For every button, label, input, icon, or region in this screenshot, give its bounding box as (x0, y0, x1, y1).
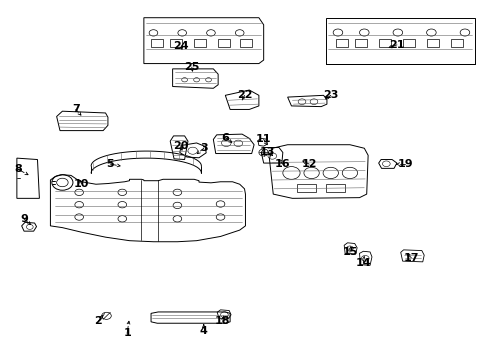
Text: 25: 25 (183, 62, 199, 72)
Text: 22: 22 (236, 90, 252, 100)
Text: 10: 10 (74, 179, 89, 189)
Text: 8: 8 (15, 165, 22, 174)
Text: 9: 9 (20, 214, 28, 224)
Text: 20: 20 (173, 141, 188, 152)
Text: 6: 6 (221, 133, 229, 143)
Text: 12: 12 (301, 159, 316, 169)
Text: 14: 14 (355, 258, 370, 268)
Text: 13: 13 (259, 147, 275, 157)
Text: 5: 5 (106, 159, 114, 169)
Text: 19: 19 (396, 159, 412, 169)
Text: 1: 1 (123, 328, 131, 338)
Text: 17: 17 (403, 253, 418, 262)
Text: 16: 16 (274, 159, 290, 169)
Text: 21: 21 (388, 40, 404, 50)
Text: 7: 7 (72, 104, 80, 114)
Text: 2: 2 (94, 316, 102, 326)
Text: 24: 24 (173, 41, 189, 51)
Text: 23: 23 (323, 90, 338, 100)
Text: 3: 3 (200, 143, 207, 153)
Text: 11: 11 (255, 134, 271, 144)
Text: 18: 18 (215, 316, 230, 326)
Text: 4: 4 (200, 326, 207, 336)
Text: 15: 15 (342, 247, 357, 257)
